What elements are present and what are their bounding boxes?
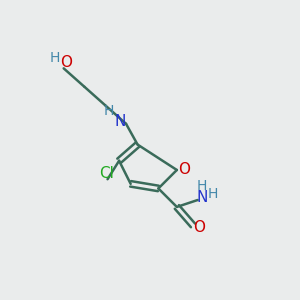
- Text: N: N: [196, 190, 208, 205]
- Text: O: O: [60, 55, 72, 70]
- Text: H: H: [197, 179, 207, 193]
- Text: H: H: [103, 104, 114, 118]
- Text: O: O: [178, 163, 190, 178]
- Text: Cl: Cl: [99, 166, 114, 181]
- Text: O: O: [193, 220, 205, 235]
- Text: H: H: [208, 187, 218, 201]
- Text: N: N: [115, 114, 126, 129]
- Text: H: H: [49, 51, 60, 65]
